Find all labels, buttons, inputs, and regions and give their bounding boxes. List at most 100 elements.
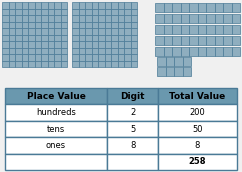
Bar: [78, 54, 85, 61]
Bar: [78, 8, 85, 15]
Bar: [28, 54, 35, 61]
Bar: [98, 28, 105, 35]
Bar: [189, 36, 197, 45]
Bar: [105, 22, 111, 28]
Bar: [107, 88, 158, 104]
Bar: [28, 61, 35, 67]
Bar: [72, 35, 78, 41]
Bar: [98, 2, 105, 8]
Bar: [60, 8, 67, 15]
Bar: [15, 28, 22, 35]
Bar: [118, 8, 124, 15]
Bar: [232, 25, 240, 34]
Bar: [206, 3, 214, 12]
Bar: [206, 25, 214, 34]
Bar: [60, 2, 67, 8]
Bar: [41, 2, 47, 8]
Bar: [91, 2, 98, 8]
Bar: [85, 15, 91, 22]
Bar: [54, 8, 60, 15]
Bar: [105, 15, 111, 22]
Bar: [15, 8, 22, 15]
Bar: [72, 2, 78, 8]
Bar: [197, 3, 206, 12]
Bar: [174, 67, 182, 76]
Bar: [111, 54, 118, 61]
Bar: [41, 28, 47, 35]
Bar: [22, 15, 28, 22]
Bar: [41, 54, 47, 61]
Bar: [28, 28, 35, 35]
Bar: [107, 137, 158, 154]
Bar: [35, 61, 41, 67]
Bar: [206, 36, 214, 45]
Bar: [22, 8, 28, 15]
Bar: [166, 57, 174, 66]
Bar: [111, 28, 118, 35]
Bar: [47, 41, 54, 47]
Bar: [47, 8, 54, 15]
Bar: [15, 22, 22, 28]
Bar: [124, 61, 130, 67]
Bar: [2, 41, 8, 47]
Bar: [189, 25, 197, 34]
Bar: [124, 54, 130, 61]
Bar: [174, 57, 182, 66]
Bar: [214, 36, 223, 45]
Bar: [182, 67, 191, 76]
Bar: [54, 22, 60, 28]
Bar: [54, 35, 60, 41]
Bar: [98, 41, 105, 47]
Text: 8: 8: [130, 141, 135, 150]
Bar: [41, 15, 47, 22]
Bar: [91, 22, 98, 28]
Bar: [54, 54, 60, 61]
Bar: [85, 8, 91, 15]
Bar: [35, 2, 41, 8]
Bar: [111, 15, 118, 22]
Bar: [223, 14, 232, 23]
Bar: [130, 41, 137, 47]
Bar: [8, 22, 15, 28]
Bar: [2, 35, 8, 41]
Bar: [164, 3, 172, 12]
Bar: [54, 47, 60, 54]
Bar: [47, 54, 54, 61]
Text: Total Value: Total Value: [169, 92, 226, 101]
Bar: [78, 15, 85, 22]
Bar: [85, 41, 91, 47]
Bar: [223, 47, 232, 56]
Bar: [98, 22, 105, 28]
Bar: [91, 28, 98, 35]
Bar: [47, 15, 54, 22]
Bar: [85, 61, 91, 67]
Bar: [8, 61, 15, 67]
Bar: [206, 14, 214, 23]
Bar: [105, 35, 111, 41]
Bar: [35, 8, 41, 15]
Bar: [15, 15, 22, 22]
Bar: [91, 47, 98, 54]
Bar: [223, 25, 232, 34]
Bar: [124, 47, 130, 54]
Bar: [164, 25, 172, 34]
Bar: [164, 47, 172, 56]
Bar: [2, 47, 8, 54]
Bar: [85, 28, 91, 35]
Bar: [2, 8, 8, 15]
Bar: [22, 54, 28, 61]
Bar: [206, 47, 214, 56]
Bar: [8, 28, 15, 35]
Bar: [223, 36, 232, 45]
Bar: [54, 2, 60, 8]
Bar: [189, 14, 197, 23]
Bar: [60, 54, 67, 61]
Bar: [54, 41, 60, 47]
Text: ones: ones: [46, 141, 66, 150]
Bar: [72, 61, 78, 67]
Bar: [28, 41, 35, 47]
Bar: [72, 47, 78, 54]
Bar: [60, 22, 67, 28]
Text: 258: 258: [189, 157, 206, 166]
Bar: [72, 41, 78, 47]
